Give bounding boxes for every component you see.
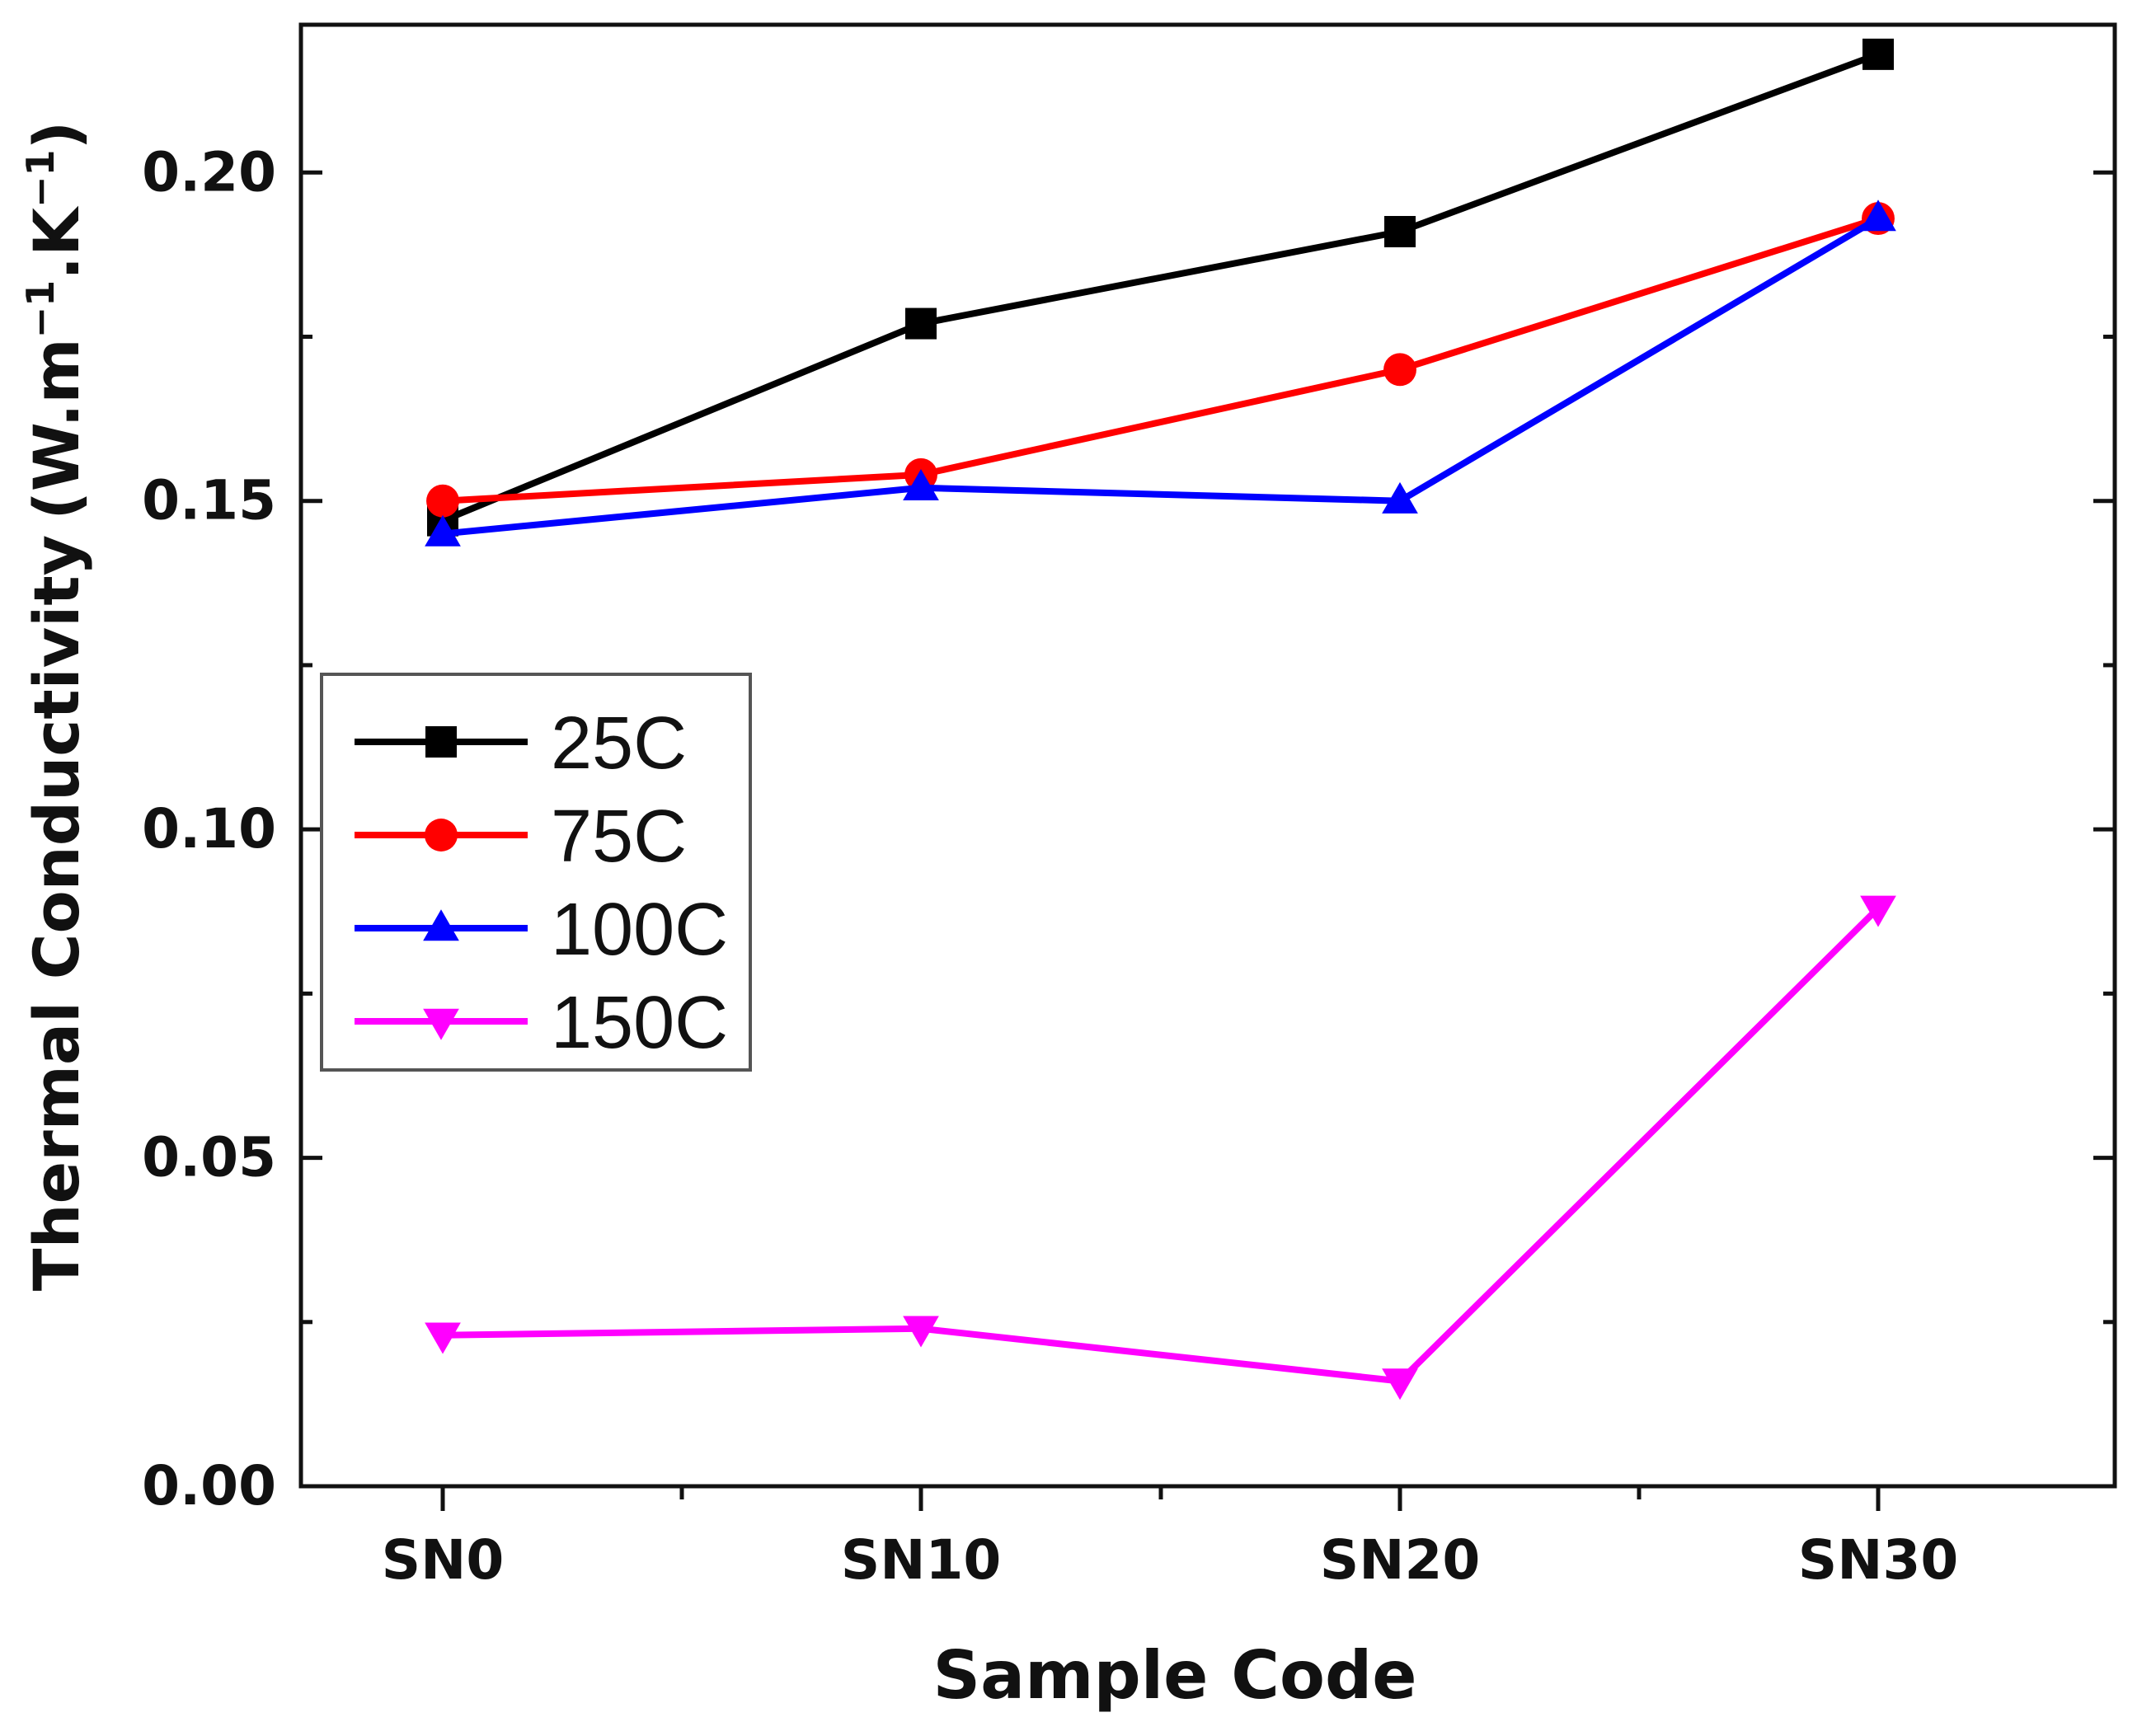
- legend-marker: [423, 909, 459, 941]
- data-point: [1384, 216, 1416, 248]
- series-100C: [425, 199, 1896, 547]
- x-tick-label: SN10: [841, 1528, 1002, 1592]
- y-tick-label: 0.00: [142, 1454, 276, 1518]
- data-point: [1860, 199, 1896, 232]
- x-axis-title: Sample Code: [933, 1637, 1417, 1714]
- y-tick-label: 0.20: [142, 140, 276, 204]
- legend-label: 100C: [551, 889, 728, 971]
- data-point: [426, 484, 459, 518]
- data-point: [905, 307, 937, 340]
- series-line: [442, 215, 1880, 504]
- series-group: [425, 38, 1896, 1401]
- y-title-main: Thermal Conductivity: [20, 535, 93, 1291]
- y-tick-label: 0.15: [142, 469, 276, 533]
- legend-label: 25C: [551, 702, 687, 785]
- data-point: [425, 1322, 461, 1354]
- y-title-mid: .K: [20, 205, 93, 280]
- data-point: [1382, 1368, 1418, 1401]
- y-tick-label: 0.10: [142, 797, 276, 861]
- legend-label: 150C: [551, 982, 728, 1064]
- legend-item: 150C: [355, 982, 728, 1064]
- y-title-unit: (W.m: [20, 338, 93, 519]
- x-tick-label: SN20: [1320, 1528, 1481, 1592]
- series-line: [441, 51, 1880, 524]
- data-point: [903, 468, 939, 500]
- series-line: [442, 215, 1881, 537]
- data-point: [1383, 353, 1416, 387]
- y-title-exp2: −1: [18, 149, 63, 208]
- y-axis-title: Thermal Conductivity(W.m−1.K−1): [18, 121, 93, 1292]
- legend: 25C 75C 100C 150C: [320, 673, 752, 1072]
- axes: 0.00 0.05 0.10 0.15 0.20 SN0 SN10 SN20 SN30: [142, 22, 2117, 1592]
- legend-item: 100C: [355, 889, 728, 971]
- data-point: [1862, 38, 1894, 70]
- data-point: [1382, 481, 1418, 514]
- series-line: [442, 905, 1881, 1385]
- x-tick-label: SN0: [382, 1528, 505, 1592]
- series-150C: [425, 895, 1896, 1401]
- legend-label: 75C: [551, 795, 687, 878]
- y-tick-label: 0.05: [142, 1126, 276, 1189]
- data-point: [425, 514, 461, 547]
- x-tick-label: SN30: [1798, 1528, 1959, 1592]
- legend-marker: [425, 819, 458, 852]
- plot-frame: [298, 22, 2117, 1489]
- data-point: [1860, 895, 1896, 927]
- legend-marker: [423, 1008, 459, 1040]
- legend-item: 25C: [355, 702, 687, 785]
- legend-marker: [425, 726, 457, 758]
- y-title-close: ): [20, 121, 93, 150]
- y-title-exp1: −1: [18, 280, 63, 339]
- data-point: [903, 1316, 939, 1348]
- legend-item: 75C: [355, 795, 687, 878]
